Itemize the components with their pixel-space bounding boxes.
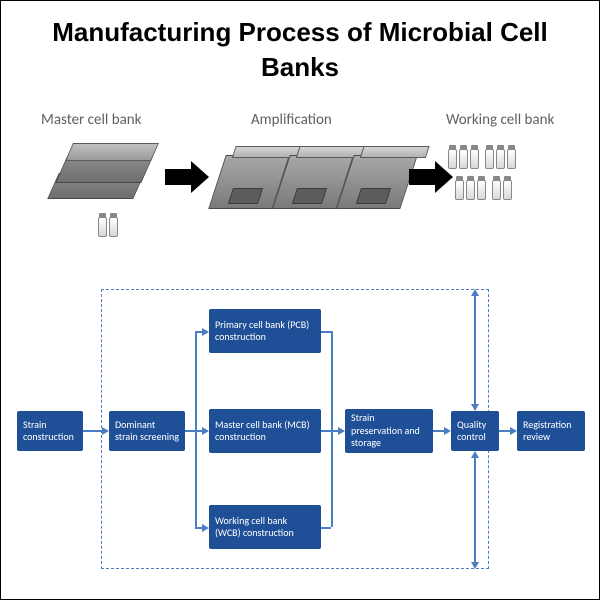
node-mcb-construction: Master cell bank (MCB) construction bbox=[209, 409, 321, 453]
working-vials-grid-icon bbox=[447, 149, 597, 211]
node-dominant-screening: Dominant strain screening bbox=[109, 411, 185, 451]
node-registration-review: Registration review bbox=[517, 411, 585, 451]
node-quality-control: Quality control bbox=[451, 411, 499, 451]
top-illustration-row: Master cell bank Amplification Working c… bbox=[31, 111, 569, 261]
amplification-trays-icon bbox=[209, 145, 419, 215]
arrow-icon bbox=[165, 169, 193, 185]
label-working-cell-bank: Working cell bank bbox=[446, 111, 554, 129]
node-strain-storage: Strain preservation and storage bbox=[345, 409, 433, 453]
page-title: Manufacturing Process of Microbial Cell … bbox=[1, 1, 599, 87]
node-strain-construction: Strain construction bbox=[17, 411, 83, 451]
process-flowchart: Strain construction Dominant strain scre… bbox=[11, 281, 591, 581]
node-wcb-construction: Working cell bank (WCB) construction bbox=[209, 505, 321, 549]
master-vials-icon bbox=[97, 217, 119, 242]
arrow-icon bbox=[409, 169, 437, 185]
label-amplification: Amplification bbox=[251, 111, 332, 129]
label-master-cell-bank: Master cell bank bbox=[41, 111, 142, 129]
master-tray-stack-icon bbox=[39, 139, 159, 209]
node-pcb-construction: Primary cell bank (PCB) construction bbox=[209, 309, 321, 353]
